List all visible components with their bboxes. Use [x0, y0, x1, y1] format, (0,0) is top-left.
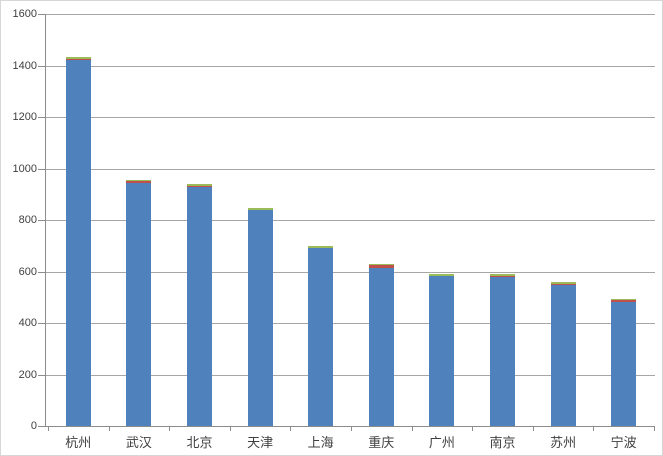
- bar-segment-red: [66, 58, 91, 61]
- x-axis-tick: [533, 426, 534, 431]
- x-axis-label: 广州: [428, 435, 455, 450]
- y-axis-label: 0: [30, 420, 37, 432]
- gridline: [45, 117, 655, 118]
- bar-segment-green: [611, 298, 636, 301]
- bar-segment-blue: [429, 276, 454, 426]
- x-axis-label: 重庆: [368, 435, 395, 450]
- bar-segment-red: [490, 275, 515, 278]
- x-axis-label: 北京: [186, 435, 213, 450]
- y-axis-label: 1400: [12, 60, 37, 72]
- y-axis-label: 800: [18, 214, 37, 226]
- y-axis-label: 1600: [12, 8, 37, 20]
- gridline: [45, 220, 655, 221]
- y-axis-label: 600: [18, 266, 37, 278]
- gridline: [45, 375, 655, 376]
- bar-segment-red: [187, 185, 212, 187]
- x-axis-label: 南京: [489, 435, 516, 450]
- bar-segment-green: [369, 263, 394, 265]
- gridline: [45, 169, 655, 170]
- bar-segment-blue: [369, 267, 394, 426]
- bar-segment-red: [369, 264, 394, 268]
- bar-segment-green: [126, 179, 151, 181]
- bar-segment-blue: [551, 284, 576, 426]
- bar-segment-green: [66, 56, 91, 59]
- bar-segment-red: [611, 300, 636, 303]
- bar-segment-green: [551, 282, 576, 284]
- bar-segment-blue: [66, 60, 91, 426]
- y-axis-label: 400: [18, 317, 37, 329]
- y-axis-tick: [38, 66, 45, 67]
- y-axis-label: 200: [18, 369, 37, 381]
- gridline: [45, 14, 655, 15]
- x-axis-tick: [472, 426, 473, 431]
- bar-segment-green: [490, 274, 515, 276]
- bar-segment-blue: [248, 209, 273, 426]
- bar-segment-blue: [611, 302, 636, 426]
- bar-segment-green: [308, 246, 333, 248]
- x-axis-label: 上海: [307, 435, 334, 450]
- x-axis-tick: [290, 426, 291, 431]
- bar-segment-green: [429, 273, 454, 276]
- y-axis-tick: [38, 272, 45, 273]
- bar-segment-red: [126, 180, 151, 183]
- x-axis-tick: [351, 426, 352, 431]
- x-axis-label: 杭州: [65, 435, 92, 450]
- y-axis-label: 1200: [12, 111, 37, 123]
- bar-segment-green: [248, 208, 273, 210]
- bar-segment-red: [308, 247, 333, 249]
- x-axis-label: 苏州: [550, 435, 577, 450]
- gridline: [45, 323, 655, 324]
- bar-segment-blue: [187, 186, 212, 426]
- x-axis-label: 宁波: [610, 435, 637, 450]
- x-axis-label: 武汉: [125, 435, 152, 450]
- y-axis-tick: [38, 169, 45, 170]
- gridline: [45, 272, 655, 273]
- bar-segment-red: [551, 283, 576, 285]
- x-axis-label: 天津: [247, 435, 274, 450]
- x-axis-tick: [169, 426, 170, 431]
- y-axis-tick: [38, 426, 45, 427]
- x-axis-tick: [230, 426, 231, 431]
- x-axis-tick: [48, 426, 49, 431]
- bar-segment-red: [429, 275, 454, 277]
- y-axis-tick: [38, 220, 45, 221]
- x-axis-tick: [593, 426, 594, 431]
- x-axis-line: [45, 426, 655, 427]
- bar-segment-blue: [308, 248, 333, 426]
- x-axis-tick: [654, 426, 655, 431]
- gridline: [45, 66, 655, 67]
- bar-segment-blue: [490, 277, 515, 426]
- y-axis-tick: [38, 14, 45, 15]
- bar-segment-green: [187, 183, 212, 186]
- x-axis-tick: [109, 426, 110, 431]
- bar-segment-blue: [126, 182, 151, 426]
- y-axis-tick: [38, 375, 45, 376]
- y-axis-line: [45, 14, 46, 426]
- y-axis-tick: [38, 323, 45, 324]
- y-axis-tick: [38, 117, 45, 118]
- y-axis-label: 1000: [12, 163, 37, 175]
- x-axis-tick: [412, 426, 413, 431]
